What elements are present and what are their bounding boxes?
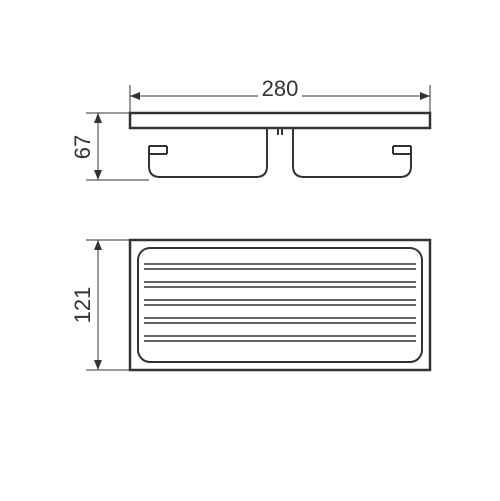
basket-bars	[144, 264, 416, 341]
bottom-view	[130, 240, 430, 370]
dim-height-121: 121	[70, 240, 130, 370]
dimensions: 280 67 121	[70, 76, 430, 370]
dim-height-67: 67	[70, 113, 149, 180]
top-view	[130, 113, 430, 177]
technical-drawing: 280 67 121	[0, 0, 500, 501]
dim-121-label: 121	[70, 287, 95, 324]
dim-width: 280	[130, 76, 430, 113]
dim-67-label: 67	[70, 135, 95, 159]
dim-width-label: 280	[262, 76, 299, 101]
